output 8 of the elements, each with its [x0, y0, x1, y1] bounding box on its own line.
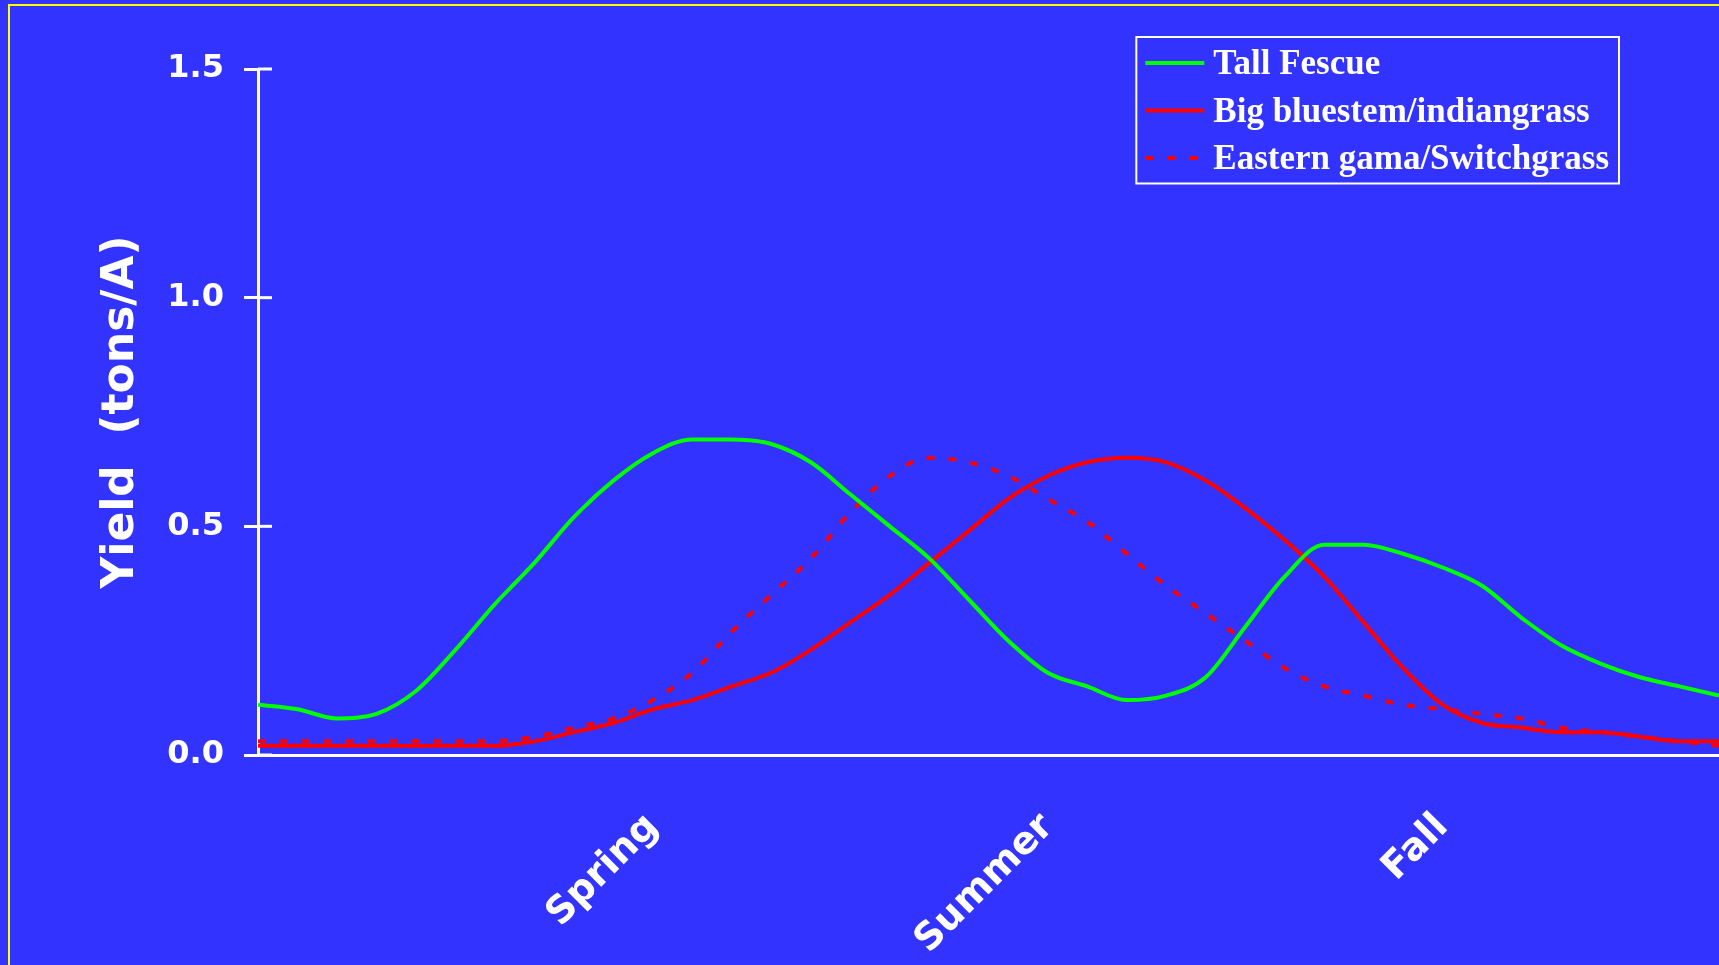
y-tick-label: 1.0: [167, 275, 224, 314]
y-tick-label: 0.0: [167, 733, 224, 772]
y-axis-title: Yield (tons/A): [91, 235, 143, 590]
y-tick-label: 1.5: [167, 47, 224, 86]
y-tick-label: 0.5: [167, 504, 224, 543]
legend-label: Tall Fescue: [1213, 43, 1381, 83]
legend-label: Eastern gama/Switchgrass: [1213, 138, 1610, 178]
legend-label: Big bluestem/indiangrass: [1213, 90, 1590, 130]
